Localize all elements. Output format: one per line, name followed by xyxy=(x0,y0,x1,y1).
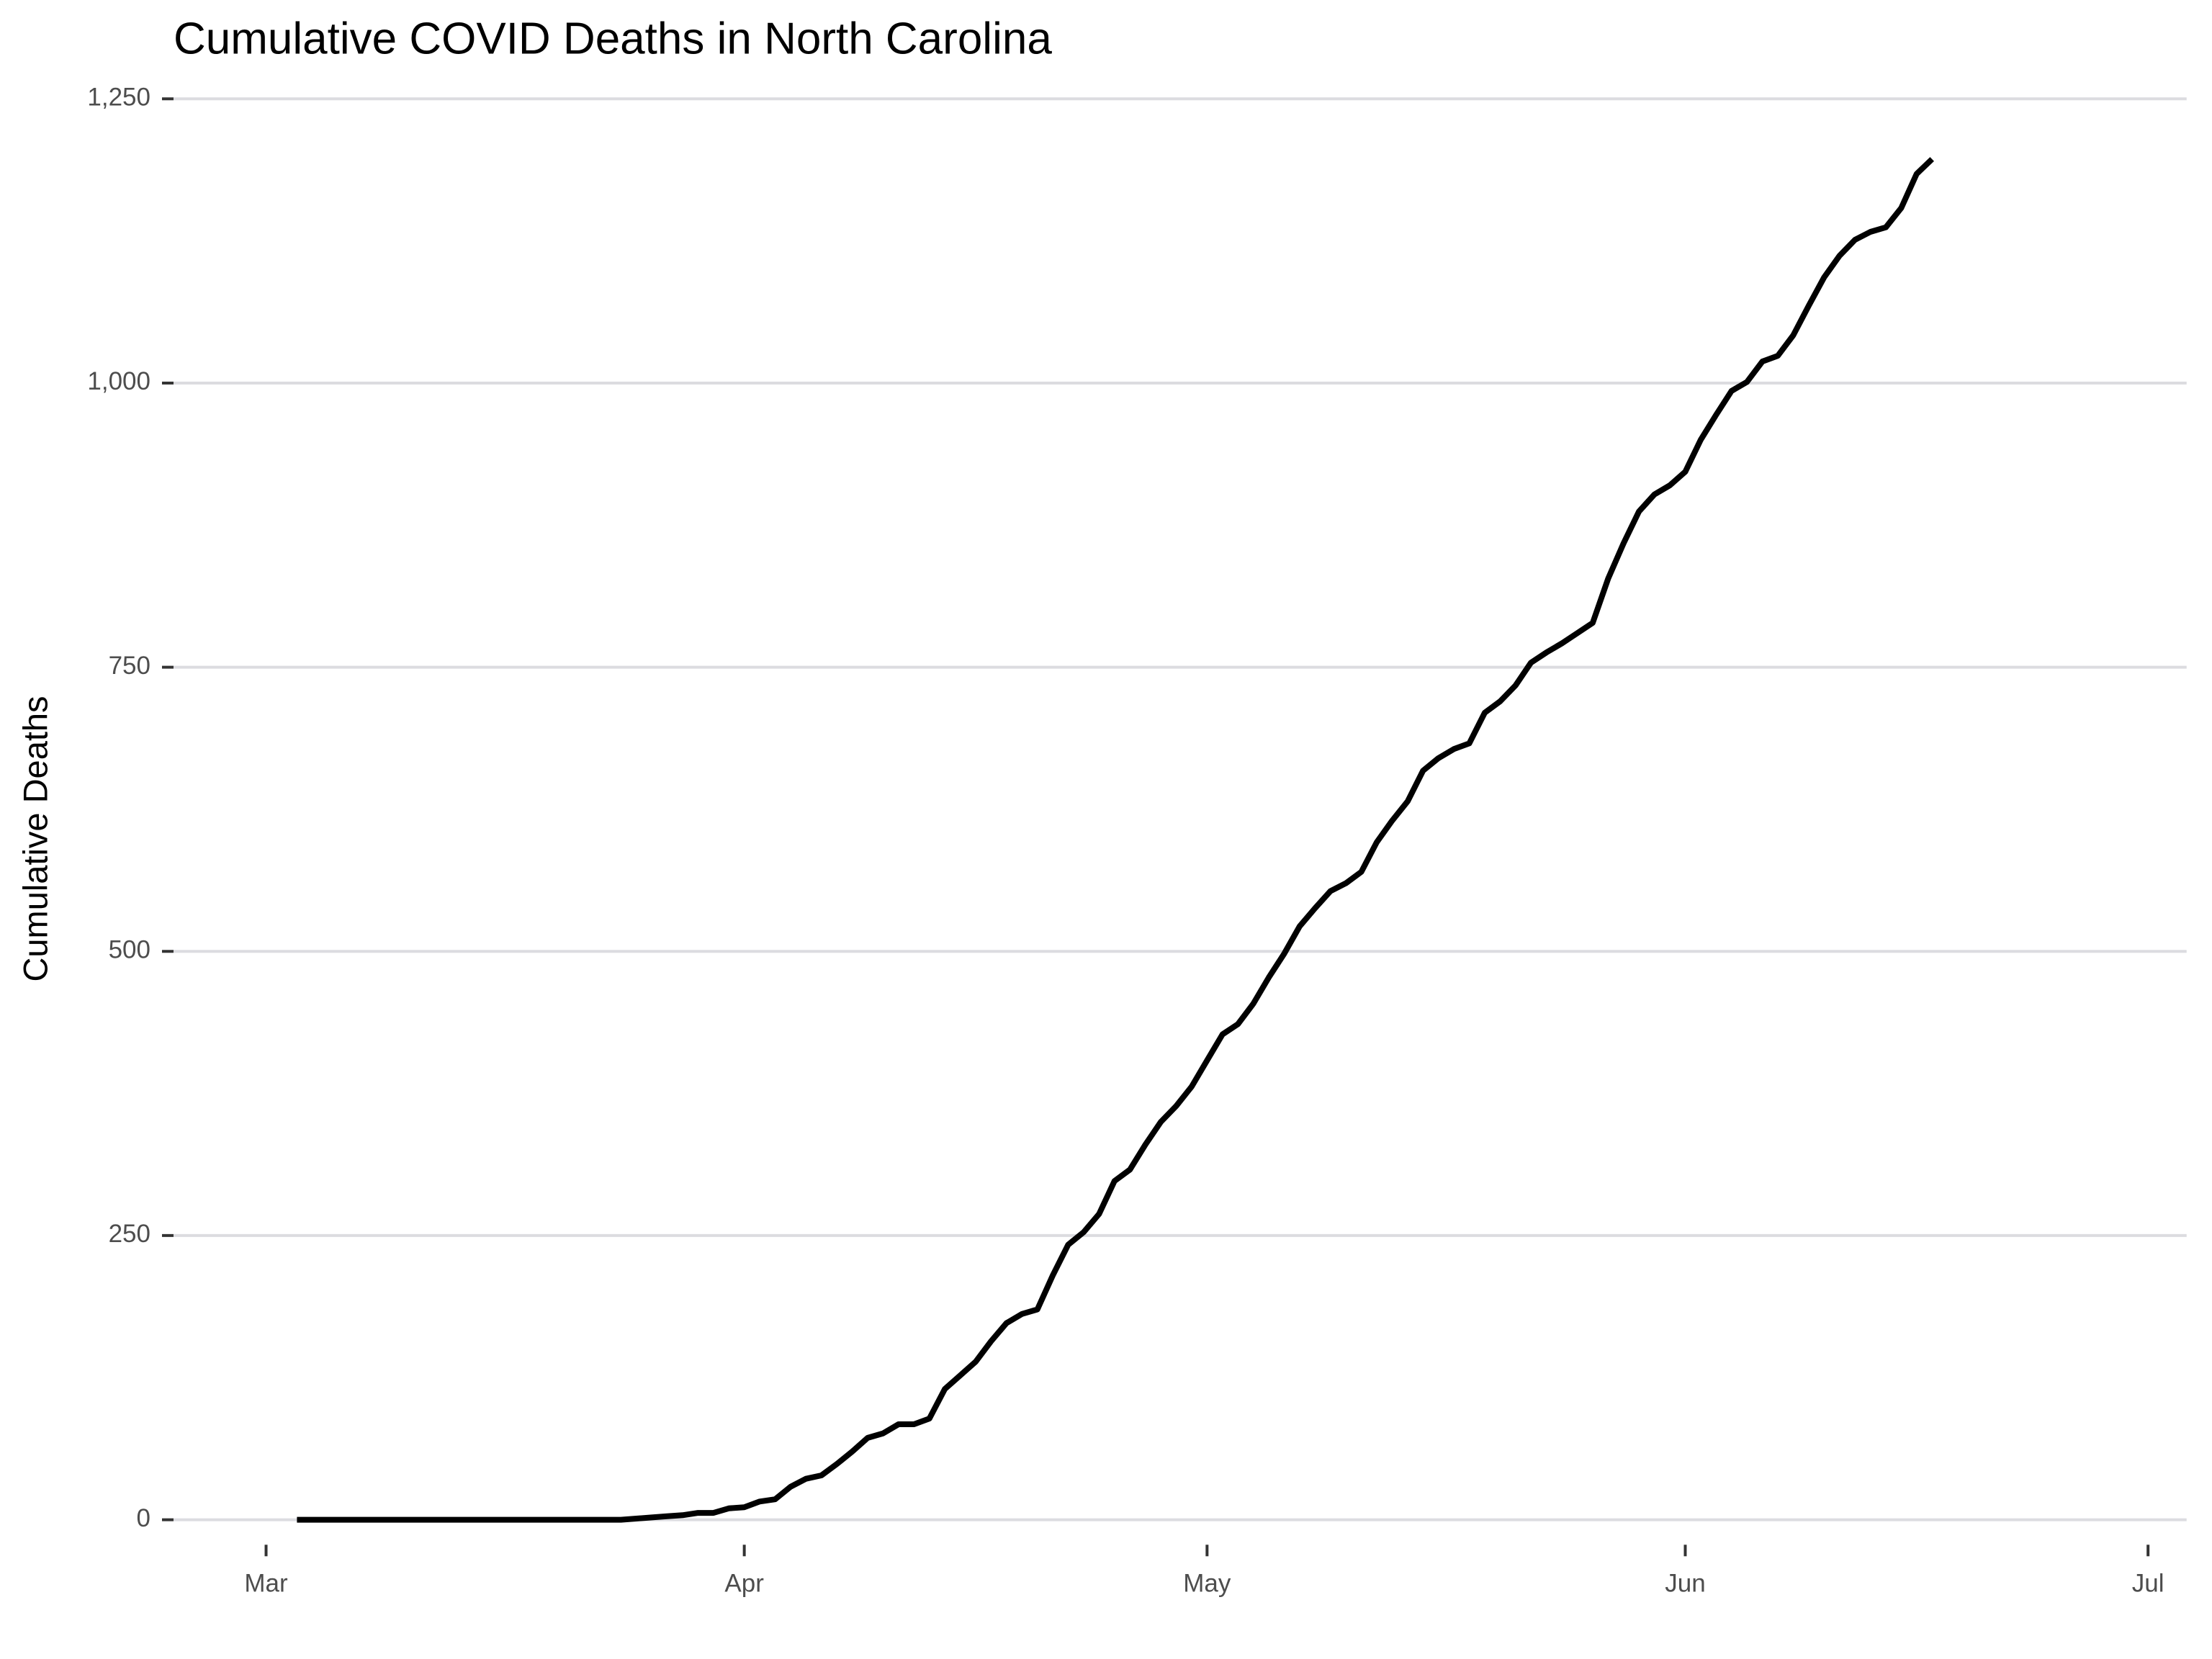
chart-title: Cumulative COVID Deaths in North Carolin… xyxy=(174,14,1052,63)
y-tick-label: 0 xyxy=(137,1504,150,1532)
y-axis-label: Cumulative Deaths xyxy=(16,696,54,981)
y-tick-label: 500 xyxy=(109,936,150,964)
y-tick-label: 1,250 xyxy=(87,84,150,112)
y-tick-label: 1,000 xyxy=(87,367,150,395)
x-tick-label: Apr xyxy=(724,1570,764,1598)
line xyxy=(297,157,1934,1523)
x-tick-label: Mar xyxy=(244,1570,288,1598)
x-tick-label: Jul xyxy=(2132,1570,2164,1598)
y-tick-label: 250 xyxy=(109,1220,150,1248)
y-tick-label: 750 xyxy=(109,652,150,680)
x-tick-label: May xyxy=(1183,1570,1231,1598)
x-tick-label: Jun xyxy=(1665,1570,1705,1598)
